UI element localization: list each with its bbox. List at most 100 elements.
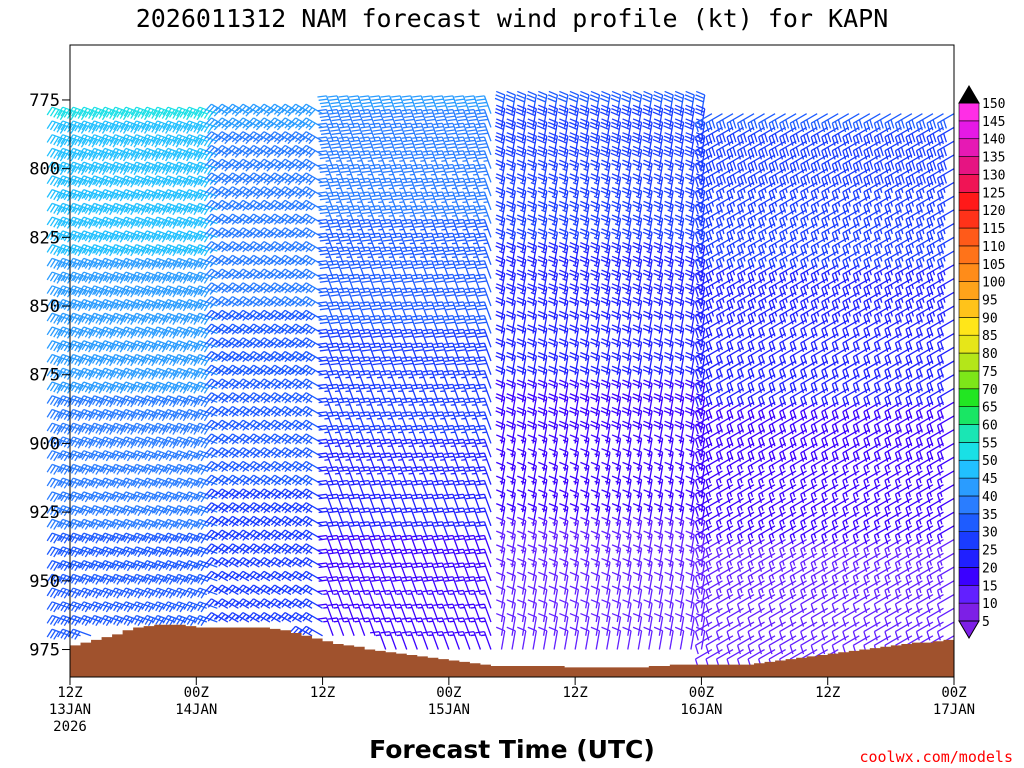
wind-barb-flag — [70, 217, 78, 227]
wind-barb-flag — [53, 191, 60, 201]
wind-barb-flag — [70, 341, 78, 351]
wind-barb-flag — [63, 219, 70, 228]
wind-barb-flag — [70, 575, 78, 584]
wind-barb-flag — [57, 367, 64, 377]
wind-barb-flag — [60, 424, 67, 433]
wind-barb-flag — [46, 601, 53, 610]
wind-barb-flag — [63, 274, 70, 283]
wind-barb-flag — [49, 451, 56, 460]
wind-barb-half-flag — [93, 221, 98, 227]
wind-barb-half-flag — [62, 276, 66, 282]
wind-barb-flag — [46, 299, 53, 308]
wind-barb-flag — [77, 344, 84, 353]
wind-barb-flag — [46, 285, 53, 294]
wind-barb-flag — [74, 411, 81, 420]
wind-barb-half-flag — [58, 481, 63, 486]
wind-barb-flag — [70, 245, 78, 254]
wind-barb-flag — [78, 120, 85, 130]
wind-barb-flag — [63, 177, 70, 187]
wind-barb-flag — [46, 175, 53, 185]
wind-barb-half-flag — [58, 536, 63, 541]
wind-barb-half-flag — [58, 563, 63, 569]
wind-barb-flag — [74, 191, 81, 201]
wind-barb-flag — [57, 340, 64, 349]
wind-barb-flag — [74, 384, 81, 393]
wind-barb-flag — [67, 519, 74, 528]
wind-barb-flag — [49, 437, 56, 447]
wind-barb — [67, 257, 92, 271]
wind-barb-flag — [70, 630, 78, 639]
wind-barb-flag — [49, 547, 56, 557]
wind-barb-flag — [57, 587, 64, 597]
wind-barb-half-flag — [80, 522, 84, 528]
wind-barb-flag — [46, 271, 53, 281]
wind-barb-flag — [70, 327, 78, 337]
wind-barb-half-flag — [72, 235, 77, 240]
wind-barb-flag — [57, 189, 64, 198]
wind-barb-flag — [63, 590, 70, 599]
wind-barb-flag — [60, 108, 67, 117]
wind-barb-flag — [53, 425, 60, 434]
wind-barb-flag — [56, 330, 63, 339]
wind-barb-flag — [67, 120, 74, 130]
wind-barb-flag — [70, 272, 78, 282]
wind-barb-flag — [88, 165, 95, 174]
wind-barb-flag — [60, 561, 67, 570]
wind-barb-flag — [74, 356, 81, 366]
wind-barb-flag — [70, 286, 78, 296]
wind-barb-half-flag — [80, 508, 84, 514]
wind-barb-flag — [46, 257, 53, 267]
wind-barb-flag — [63, 191, 70, 201]
wind-barb-flag — [60, 451, 67, 460]
wind-barb-flag — [70, 616, 78, 625]
wind-barb-flag — [63, 287, 70, 297]
wind-barb-flag — [60, 437, 67, 447]
wind-barb-flag — [81, 108, 88, 117]
wind-barb-flag — [60, 369, 67, 378]
wind-barb-flag — [67, 106, 74, 116]
wind-barb-half-flag — [83, 235, 87, 240]
wind-barb-flag — [67, 450, 74, 459]
wind-barb-flag — [84, 136, 91, 146]
wind-barb-flag — [80, 139, 87, 148]
wind-barb-flag — [70, 588, 78, 598]
wind-barb-flag — [70, 479, 78, 488]
wind-barb-flag — [57, 491, 64, 501]
wind-barb-flag — [53, 136, 60, 146]
wind-barb-flag — [53, 315, 60, 324]
wind-barb-flag — [49, 533, 56, 543]
wind-barb-flag — [77, 371, 84, 380]
wind-barb-flag — [77, 426, 84, 435]
wind-barb-flag — [70, 369, 78, 378]
wind-barb-flag — [57, 601, 64, 610]
wind-barb-flag — [60, 520, 67, 529]
wind-barb-flag — [57, 464, 64, 473]
wind-barb-flag — [77, 385, 84, 394]
wind-barb-flag — [77, 110, 84, 119]
wind-barb-flag — [46, 436, 53, 446]
wind-barb-flag — [80, 152, 87, 162]
wind-barb-flag — [74, 631, 81, 640]
wind-barb-flag — [74, 590, 81, 599]
wind-barb-flag — [46, 409, 53, 418]
wind-barb-flag — [46, 573, 53, 583]
wind-barb-flag — [67, 312, 74, 322]
wind-barb-flag — [70, 125, 77, 134]
wind-barb-flag — [53, 246, 60, 256]
wind-barb-flag — [46, 161, 53, 171]
wind-barb-flag — [46, 120, 53, 130]
wind-barb-half-flag — [58, 550, 63, 555]
wind-barb-flag — [77, 357, 84, 367]
wind-barb-flag — [60, 286, 67, 296]
wind-barb-flag — [46, 395, 53, 404]
wind-barb-flag — [63, 109, 70, 118]
wind-barb-flag — [91, 111, 98, 121]
wind-barb-flag — [56, 275, 63, 284]
wind-barb-flag — [46, 312, 53, 322]
wind-barb-flag — [81, 204, 88, 213]
wind-barb-flag — [53, 493, 60, 503]
wind-barb-flag — [74, 507, 81, 517]
wind-barb-flag — [56, 357, 63, 367]
wind-barb-flag — [80, 111, 87, 121]
